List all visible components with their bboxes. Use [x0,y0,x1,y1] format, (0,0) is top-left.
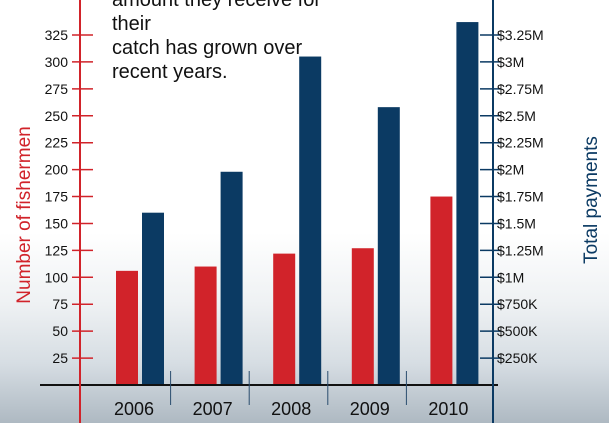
left-tick-label: 150 [45,215,69,231]
left-tick-label: 325 [45,27,69,43]
fishermen-bar-2008 [273,253,296,385]
axes-layer [40,0,501,423]
payments-bar-2008 [299,56,322,386]
left-tick-label: 225 [45,135,69,151]
x-tick-label-2010: 2010 [428,399,468,419]
fishermen-bar-2010 [430,196,453,385]
right-tick-label: $750K [497,296,538,312]
right-tick-label: $250K [497,350,538,366]
chart-annotation: amount they receive for their catch has … [112,0,321,83]
fishermen-bar-2009 [351,248,374,385]
right-tick-label: $2.5M [497,108,536,124]
left-tick-label: 175 [45,189,69,205]
right-tick-label: $3.25M [497,27,544,43]
fishermen-bar-2006 [116,270,138,385]
payments-bar-2007 [220,171,243,385]
right-axis-title: Total payments [581,136,602,264]
labels-layer: 25 50 75 100 125 150 175 200 225 250 275 300 325 $250… [14,27,602,419]
fishermen-bar-2007 [194,266,217,385]
x-tick-label-2007: 2007 [193,399,233,419]
x-tick-label-2008: 2008 [271,399,311,419]
right-tick-label: $2M [497,162,524,178]
payments-bar-2010 [456,22,479,385]
right-tick-label: $500K [497,323,538,339]
x-tick-label-2006: 2006 [114,399,154,419]
right-tick-label: $1.5M [497,215,536,231]
right-tick-label: $2.25M [497,135,544,151]
right-tick-label: $3M [497,54,524,70]
left-tick-label: 50 [52,323,68,339]
right-tick-label: $2.75M [497,81,544,97]
left-tick-label: 200 [45,162,69,178]
left-tick-label: 25 [52,350,68,366]
bars-layer [116,22,479,386]
left-tick-label: 300 [45,54,69,70]
left-tick-label: 100 [45,269,69,285]
payments-bar-2006 [142,212,164,385]
payments-bar-2009 [377,107,400,386]
left-tick-label: 75 [52,296,68,312]
left-tick-label: 275 [45,81,69,97]
x-tick-label-2009: 2009 [350,399,390,419]
right-tick-label: $1.25M [497,242,544,258]
right-tick-label: $1.75M [497,189,544,205]
left-tick-label: 250 [45,108,69,124]
left-axis-title: Number of fishermen [14,126,35,303]
left-tick-label: 125 [45,242,69,258]
right-tick-label: $1M [497,269,524,285]
